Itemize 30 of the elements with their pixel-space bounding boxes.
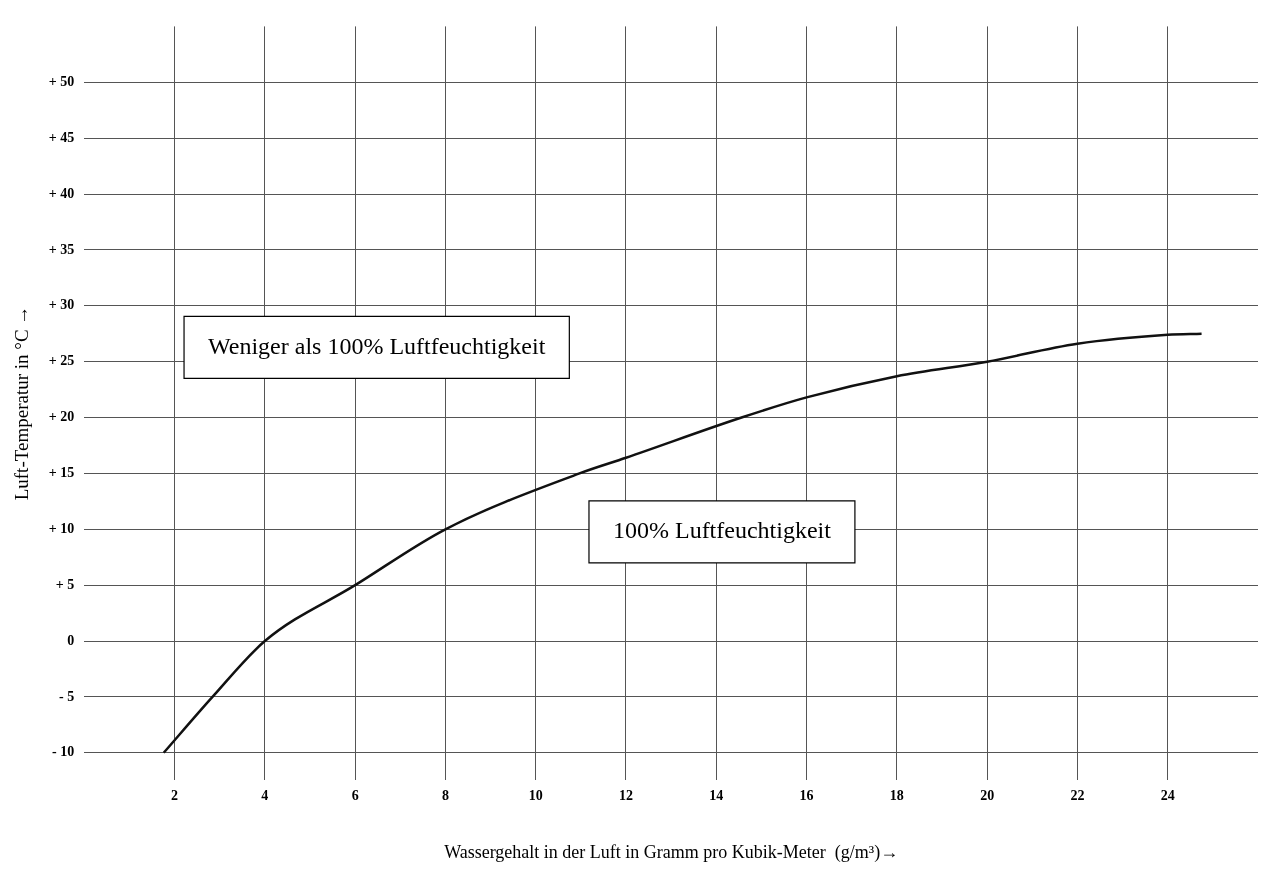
x-tick-label: 10 — [528, 787, 543, 803]
x-tick-label: 20 — [980, 787, 995, 803]
y-tick-label: + 30 — [48, 297, 75, 313]
y-tick-label: + 45 — [48, 129, 75, 145]
y-tick-label: + 10 — [48, 520, 75, 536]
y-tick-label: + 40 — [48, 185, 75, 201]
x-tick-label: 12 — [619, 787, 633, 803]
x-tick-label: 2 — [171, 787, 179, 803]
x-tick-label: 4 — [261, 787, 269, 803]
y-tick-label: + 25 — [48, 353, 75, 369]
annotation: 100% Luftfeuchtigkeit — [612, 517, 832, 544]
y-tick-label: - 10 — [52, 744, 75, 760]
x-tick-label: 22 — [1070, 787, 1085, 803]
x-tick-label: 6 — [351, 787, 359, 803]
x-axis-title: Wassergehalt in der Luft in Gramm pro Kubik-Meter (g/m³)→ — [444, 841, 899, 863]
y-tick-label: + 15 — [48, 465, 75, 481]
y-axis-title: Luft-Temperatur in °C → — [11, 305, 33, 501]
y-tick-label: + 35 — [48, 241, 75, 257]
x-tick-label: 16 — [799, 787, 814, 803]
x-tick-label: 18 — [889, 787, 904, 803]
y-tick-label: + 50 — [48, 73, 75, 89]
annotation: Weniger als 100% Luftfeuchtigkeit — [208, 332, 546, 359]
y-tick-label: - 5 — [59, 688, 75, 704]
line-series — [162, 332, 1203, 755]
y-tick-label: 0 — [67, 632, 75, 648]
x-tick-label: 24 — [1160, 787, 1175, 803]
x-tick-label: 14 — [709, 787, 724, 803]
x-tick-label: 8 — [441, 787, 449, 803]
y-tick-label: + 5 — [55, 576, 75, 592]
y-tick-label: + 20 — [48, 409, 75, 425]
